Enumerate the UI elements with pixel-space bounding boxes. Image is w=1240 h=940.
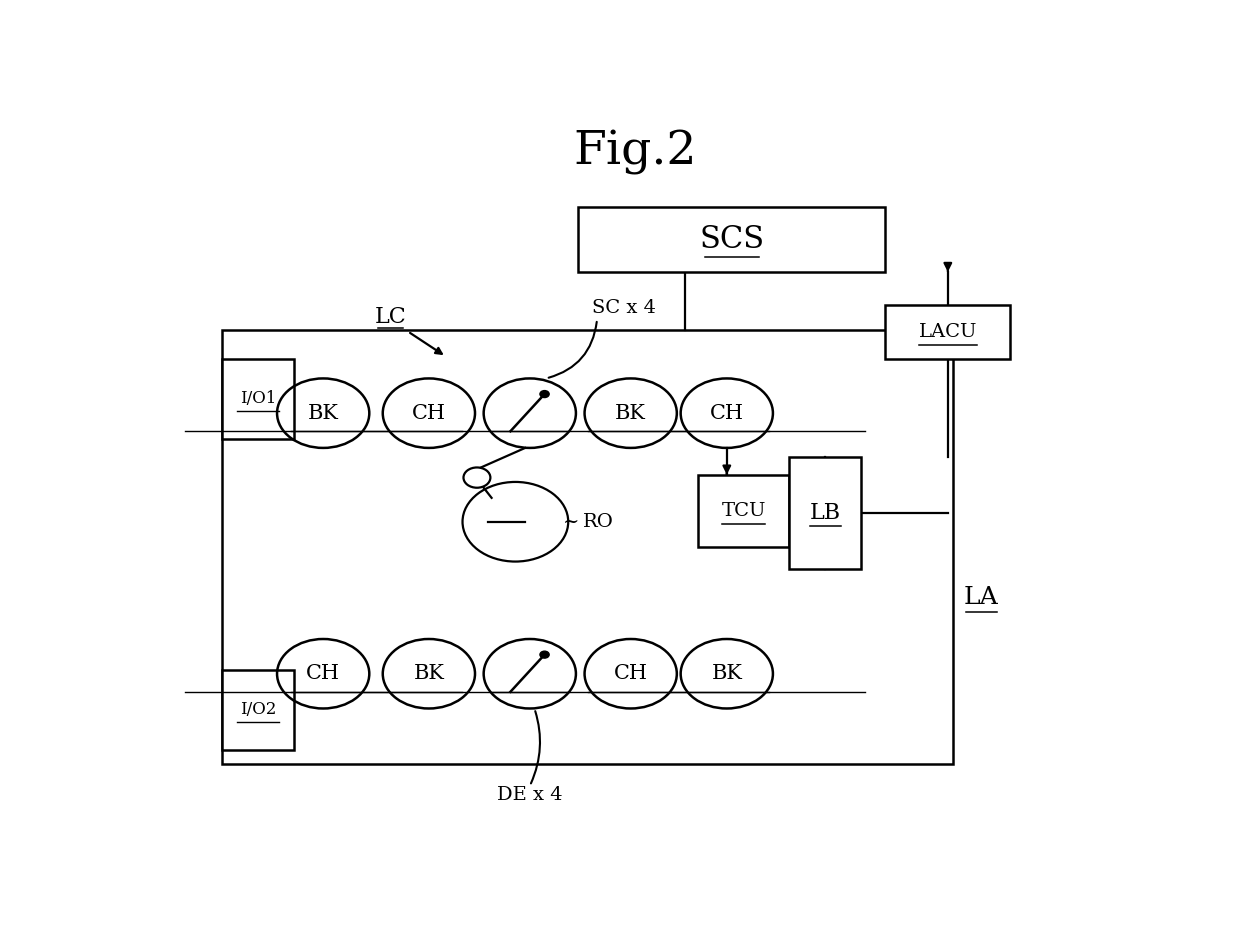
- Bar: [222, 670, 294, 750]
- Circle shape: [539, 391, 549, 398]
- Text: I/O1: I/O1: [241, 390, 277, 407]
- Text: TCU: TCU: [722, 502, 766, 520]
- Text: LACU: LACU: [919, 322, 977, 340]
- Text: BK: BK: [712, 665, 743, 683]
- Bar: [789, 457, 862, 569]
- Text: CH: CH: [614, 665, 647, 683]
- Text: SC x 4: SC x 4: [593, 299, 656, 317]
- Text: SCS: SCS: [699, 224, 764, 255]
- Text: BK: BK: [615, 403, 646, 423]
- Bar: [698, 475, 789, 547]
- Bar: [222, 330, 952, 764]
- Text: ~: ~: [563, 512, 579, 531]
- Text: LB: LB: [810, 502, 841, 524]
- Text: Fig.2: Fig.2: [574, 130, 697, 175]
- Bar: [885, 305, 1011, 359]
- Text: BK: BK: [413, 665, 444, 683]
- Text: RO: RO: [583, 512, 614, 531]
- Circle shape: [539, 651, 549, 658]
- Bar: [578, 207, 885, 272]
- Text: CH: CH: [306, 665, 340, 683]
- Text: LC: LC: [374, 306, 407, 328]
- Text: CH: CH: [709, 403, 744, 423]
- Text: BK: BK: [308, 403, 339, 423]
- Text: DE x 4: DE x 4: [497, 786, 563, 804]
- Text: I/O2: I/O2: [241, 701, 277, 718]
- Bar: [222, 359, 294, 438]
- Text: CH: CH: [412, 403, 446, 423]
- Text: LA: LA: [963, 587, 999, 609]
